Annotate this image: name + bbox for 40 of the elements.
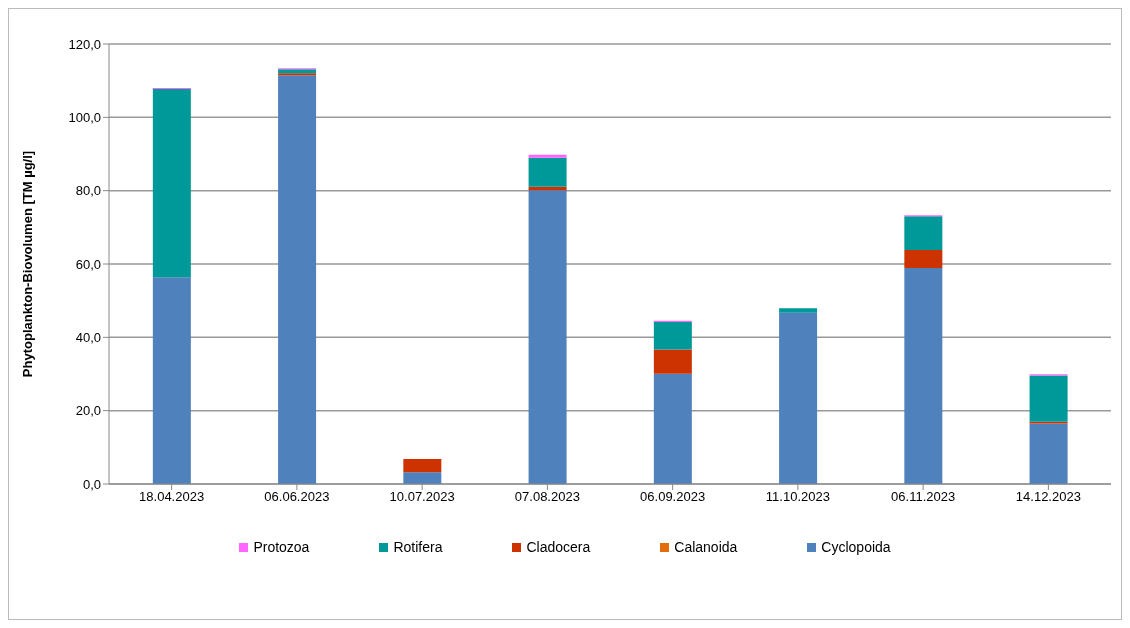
legend-label: Calanoida — [674, 539, 738, 555]
bar — [403, 459, 442, 473]
legend-label: Rotifera — [393, 539, 443, 555]
bar — [904, 216, 943, 251]
y-tick-label: 100,0 — [68, 109, 101, 125]
bar — [528, 157, 567, 187]
y-tick-label: 20,0 — [75, 403, 101, 419]
bar — [528, 190, 567, 484]
bar — [779, 312, 818, 484]
bar — [1029, 423, 1068, 484]
y-tick-label: 0,0 — [82, 476, 101, 492]
x-tick-label: 14.12.2023 — [1015, 489, 1081, 505]
bar — [904, 250, 943, 269]
y-tick-label: 40,0 — [75, 329, 101, 345]
x-tick-label: 06.11.2023 — [891, 489, 956, 505]
bar — [278, 69, 317, 74]
x-tick-label: 18.04.2023 — [139, 489, 205, 505]
y-tick-label: 60,0 — [75, 256, 101, 272]
x-tick-label: 10.07.2023 — [389, 489, 455, 505]
y-axis-title: Phytoplankton-Biovolumen [TM µg/l] — [19, 150, 35, 378]
x-tick-label: 06.09.2023 — [640, 489, 706, 505]
bar — [779, 308, 818, 313]
bar — [1029, 375, 1068, 422]
bar — [278, 75, 317, 484]
bar — [653, 373, 692, 484]
bar — [653, 349, 692, 374]
bar — [653, 321, 692, 350]
legend-label: Cladocera — [526, 539, 591, 555]
x-tick-label: 11.10.2023 — [765, 489, 830, 505]
bar — [152, 89, 191, 278]
bar — [904, 268, 943, 484]
legend-label: Protozoa — [253, 539, 310, 555]
x-tick-label: 06.06.2023 — [264, 489, 330, 505]
y-tick-label: 120,0 — [68, 36, 101, 52]
bar — [528, 154, 567, 158]
bar — [403, 472, 442, 484]
legend-label: Cyclopoida — [821, 539, 891, 555]
y-tick-label: 80,0 — [75, 183, 101, 199]
bar — [152, 277, 191, 484]
x-tick-label: 07.08.2023 — [514, 489, 580, 505]
